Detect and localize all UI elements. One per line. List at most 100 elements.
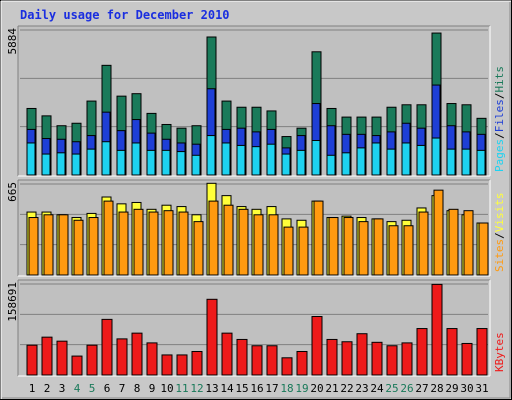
bar-kbytes-day-21 [326,338,338,376]
bar-kbytes-day-2 [41,336,53,376]
bar-sites-day-29 [448,208,459,276]
x-label-day-5: 5 [89,382,96,395]
bar-kbytes-day-25 [386,345,398,376]
hits-files-pages-panel-y-max-label: 5884 [6,28,19,55]
bar-kbytes-day-26 [401,342,413,376]
bar-pages-day-1 [26,142,36,176]
bar-pages-day-18 [281,153,291,176]
x-label-day-23: 23 [355,382,368,395]
bar-pages-day-8 [131,142,141,176]
bar-kbytes-day-16 [251,345,263,376]
kbytes-panel-y-max-label: 158691 [6,282,19,322]
bar-kbytes-day-9 [146,342,158,376]
x-label-day-26: 26 [400,382,413,395]
bar-kbytes-day-1 [26,344,38,376]
hits-files-pages-panel-legend: Pages/Files/Hits [493,66,506,172]
x-label-day-24: 24 [370,382,384,395]
bar-kbytes-day-17 [266,345,278,376]
bar-pages-day-28 [431,137,441,176]
bar-pages-day-13 [206,135,216,176]
bar-kbytes-day-27 [416,328,428,376]
bar-sites-day-19 [298,226,309,276]
hits-files-pages-panel: 5884 Pages/Files/Hits [6,25,506,177]
bar-kbytes-day-18 [281,357,293,376]
bar-kbytes-day-6 [101,318,113,376]
x-label-day-4: 4 [74,382,81,395]
bar-sites-day-31 [478,222,489,276]
bar-pages-day-6 [101,141,111,176]
bar-kbytes-day-31 [476,328,488,376]
bar-kbytes-day-28 [431,283,443,376]
x-label-day-8: 8 [134,382,141,395]
bar-pages-day-12 [191,154,201,176]
kbytes-panel-legend: KBytes [493,332,506,372]
bar-sites-day-10 [163,210,174,276]
bar-kbytes-day-23 [356,333,368,376]
bar-pages-day-29 [446,148,456,176]
bar-sites-day-1 [28,217,39,276]
bar-pages-day-3 [56,152,66,176]
x-label-day-20: 20 [310,382,323,395]
bar-pages-day-27 [416,144,426,176]
bar-pages-day-17 [266,143,276,176]
bar-pages-day-31 [476,149,486,176]
bar-sites-day-16 [253,214,264,276]
bar-kbytes-day-22 [341,341,353,376]
bar-pages-day-10 [161,149,171,176]
bar-sites-day-17 [268,214,279,276]
bar-sites-day-4 [73,219,84,276]
bar-kbytes-day-11 [176,354,188,376]
bar-kbytes-day-14 [221,332,233,376]
x-label-day-18: 18 [280,382,293,395]
bar-sites-day-9 [148,211,159,276]
bar-sites-day-14 [223,204,234,276]
bar-kbytes-day-24 [371,341,383,376]
bar-sites-day-26 [403,225,414,276]
bar-sites-day-22 [343,217,354,276]
bar-sites-day-27 [418,211,429,276]
bar-sites-day-5 [88,217,99,276]
x-label-day-21: 21 [325,382,338,395]
bar-pages-day-19 [296,149,306,176]
bar-sites-day-7 [118,211,129,276]
bar-sites-day-24 [373,218,384,276]
bar-pages-day-7 [116,149,126,176]
x-label-day-29: 29 [445,382,458,395]
bar-pages-day-24 [371,142,381,176]
x-label-day-16: 16 [250,382,263,395]
bar-kbytes-day-15 [236,338,248,376]
x-label-day-31: 31 [475,382,488,395]
x-label-day-7: 7 [119,382,126,395]
x-label-day-6: 6 [104,382,111,395]
bar-kbytes-day-19 [296,350,308,376]
x-label-day-28: 28 [430,382,443,395]
bar-pages-day-26 [401,142,411,176]
x-label-day-19: 19 [295,382,308,395]
bar-pages-day-16 [251,146,261,176]
x-label-day-3: 3 [59,382,66,395]
bar-sites-day-21 [328,217,339,276]
bar-kbytes-day-29 [446,328,458,376]
bar-pages-day-25 [386,148,396,176]
x-label-day-14: 14 [220,382,234,395]
visits-sites-panel: 665 Sites/Visits [6,179,506,277]
bar-kbytes-day-4 [71,355,83,376]
x-label-day-17: 17 [265,382,278,395]
bar-sites-day-30 [463,210,474,276]
x-label-day-2: 2 [44,382,51,395]
bar-pages-day-30 [461,148,471,176]
bar-sites-day-13 [208,200,219,276]
bar-sites-day-3 [58,214,69,276]
bar-pages-day-9 [146,149,156,176]
bar-sites-day-2 [43,214,54,276]
bar-kbytes-day-10 [161,354,173,376]
bar-pages-day-15 [236,144,246,176]
x-label-day-22: 22 [340,382,353,395]
x-label-day-12: 12 [190,382,203,395]
x-label-day-1: 1 [29,382,36,395]
bar-kbytes-day-30 [461,342,473,376]
bar-sites-day-18 [283,226,294,276]
bar-pages-day-21 [326,154,336,176]
x-axis-labels: 1 2 3 4 5 6 7 8 9 10 11 12 13 14 15 16 17 18 19 20 21 22 23 24 2… [29,382,489,395]
